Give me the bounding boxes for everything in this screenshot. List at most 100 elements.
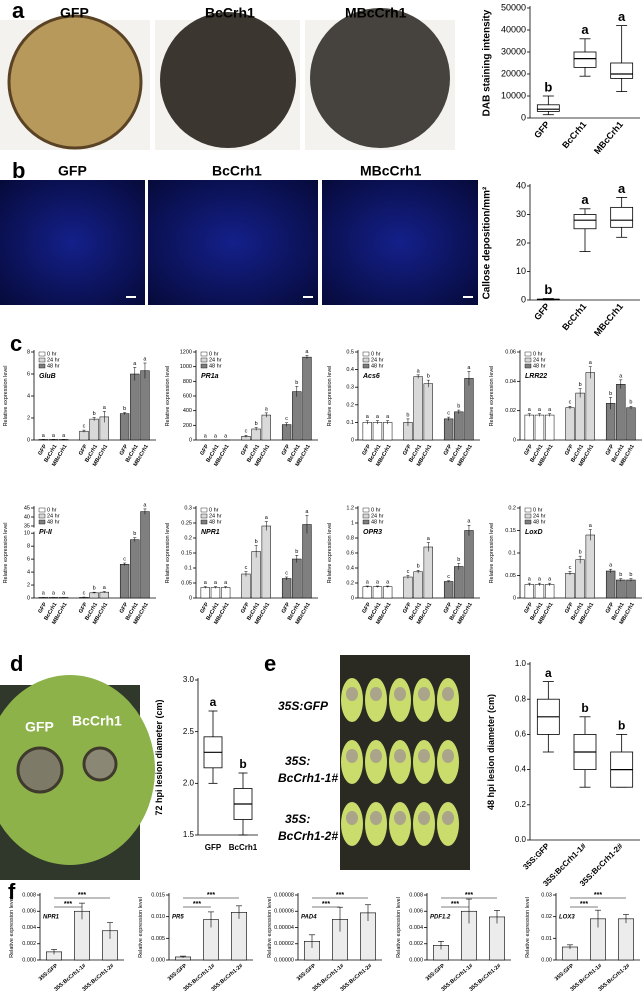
y-axis-title: 48 hpi lesion diameter (cm) [486,694,496,810]
lesion [370,749,382,763]
panel-label: e [264,651,276,676]
bar [565,407,575,441]
significance-letter: b [417,564,420,570]
bar [119,564,130,599]
x-tick-label: MBcCrh1 [592,301,625,338]
legend-label: 24 hr [209,357,222,363]
legend-swatch [362,519,370,525]
y-tick-label: 0.01 [541,936,552,942]
significance-letter: a [618,181,626,196]
significance-label: *** [207,892,215,899]
significance-label: *** [78,892,86,899]
legend-label: 48 hr [533,519,546,525]
y-tick-label: 1000 [180,364,192,370]
bar [302,356,312,441]
x-tick-label: GFP [199,443,210,456]
significance-letter: a [103,585,107,591]
y-axis-title: Relative expression level [138,897,144,958]
significance-letter: a [265,515,269,521]
y-tick-label: 2 [27,582,30,588]
image-label: BcCrh1-1# [278,771,338,785]
bar [524,414,534,441]
x-tick-label: GFP [37,601,48,614]
bar [534,584,545,599]
bar [251,551,261,599]
y-tick-label: 10 [24,531,30,537]
significance-letter: c [245,565,248,571]
x-tick-label: GFP [37,443,48,456]
lesion [16,746,64,794]
significance-letter: c [83,424,86,430]
y-tick-label: 0.4 [515,765,527,774]
legend-label: 0 hr [533,351,543,357]
lesion [394,687,406,701]
y-tick-label: 40000 [501,24,526,34]
y-tick-label: 30000 [501,46,526,56]
significance-letter: a [143,356,147,362]
y-tick-label: 0.05 [505,573,516,579]
y-axis-title: Relative expression level [327,523,333,584]
bar [423,383,433,441]
legend-label: 24 hr [47,357,60,363]
legend-label: 0 hr [209,507,219,513]
bar [626,407,636,441]
bar [130,539,140,599]
significance-letter: b [609,391,612,397]
panel-label: d [10,651,23,676]
legend-swatch [38,519,46,525]
y-axis-title: Relative expression level [525,897,531,958]
x-tick-label: GFP [443,443,454,456]
y-axis-title: Relative expression level [165,366,171,427]
bar [382,422,393,441]
scale-bar [303,296,313,298]
gene-name: PR1a [201,373,219,380]
y-tick-label: 6 [27,557,30,563]
legend-swatch [200,363,208,369]
y-tick-label: 0 [351,595,354,601]
significance-letter: b [295,380,298,386]
y-tick-label: 0.015 [151,892,165,898]
bar [89,418,99,441]
gene-name: PR5 [172,915,184,921]
significance-letter: b [618,719,625,733]
y-tick-label: 0.005 [151,936,165,942]
panel-label: a [12,0,25,23]
legend-label: 48 hr [47,363,60,369]
panel-label: f [8,879,16,904]
bar [544,414,555,441]
gene-name: LRR22 [525,373,547,380]
x-tick-label: GFP [564,443,575,456]
y-tick-label: 2 [27,415,30,421]
y-tick-label: 0.1 [508,550,516,556]
legend-label: 0 hr [371,507,381,513]
lesion [370,811,382,825]
significance-letter: c [83,590,86,596]
significance-letter: b [255,539,258,545]
significance-letter: c [285,570,288,576]
micrograph [148,180,318,305]
x-tick-label: GFP [532,301,552,322]
x-tick-label: BcCrh1 [560,301,588,332]
significance-label: *** [193,901,201,908]
y-axis-title: Relative expression level [327,366,333,427]
y-tick-label: 0.25 [181,520,192,526]
leaves [341,678,459,846]
y-tick-label: 2.5 [183,727,195,736]
legend-label: 0 hr [47,351,57,357]
y-tick-label: 0.2 [508,505,516,511]
leaf-disk [310,8,450,148]
y-tick-label: 0.05 [181,580,192,586]
significance-letter: a [204,433,208,439]
significance-letter: b [457,557,460,563]
legend-swatch [38,363,46,369]
x-tick-label: GFP [523,601,534,614]
x-tick-label: BcCrh1 [229,843,258,852]
bar [413,571,423,599]
y-tick-label: 40 [24,514,30,520]
image-label: 35S: [285,812,310,826]
box [536,104,560,112]
lesion [82,746,118,782]
x-tick-label: GFP [361,601,372,614]
y-tick-label: 0.006 [22,909,36,915]
significance-letter: a [376,414,380,420]
